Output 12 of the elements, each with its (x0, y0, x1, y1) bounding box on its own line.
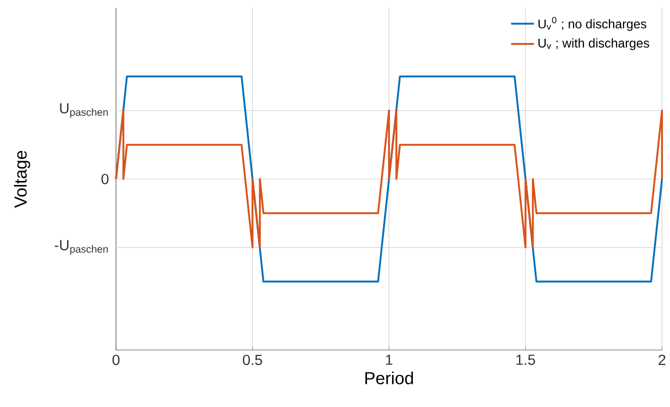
legend-label: U$_{v}$$^{0}$ ; no discharges (538, 17, 646, 31)
y-axis-title: Voltage (14, 150, 30, 208)
x-tick-label: 1 (386, 354, 392, 365)
x-tick-label: 0.5 (242, 354, 262, 366)
x-axis-title: Period (365, 372, 413, 384)
legend-label: U$_{v}$ ; with discharges (538, 38, 650, 50)
ref-line-label: 0 (101, 174, 108, 184)
ref-line-label: -U$_{paschen}$ (54, 240, 108, 255)
x-tick-label: 0 (112, 354, 120, 366)
x-tick-label: 1.5 (516, 354, 536, 365)
x-tick-label: 2 (658, 354, 666, 365)
ref-line-label: U$_{paschen}$ (60, 103, 108, 118)
